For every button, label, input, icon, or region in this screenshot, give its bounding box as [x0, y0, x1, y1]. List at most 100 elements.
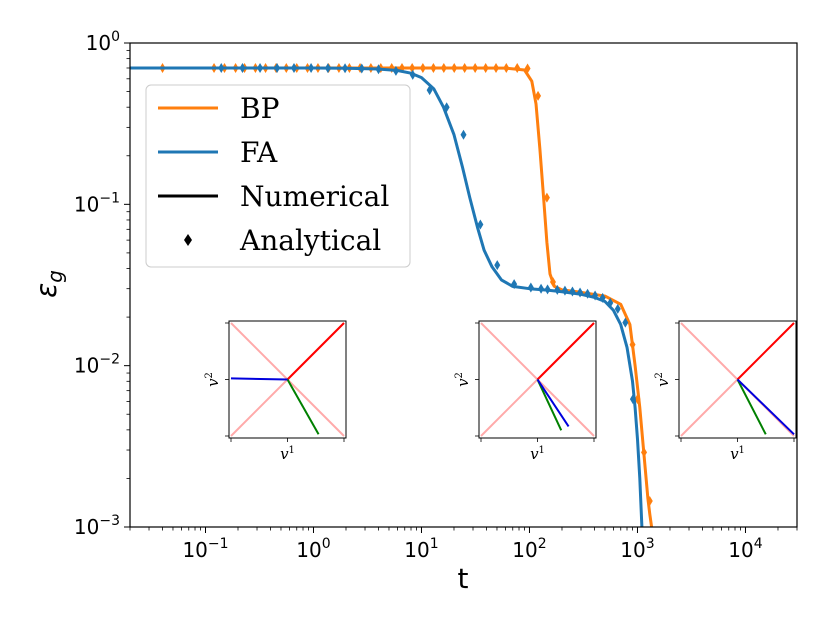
- inset-x-label-sup: 1: [539, 445, 545, 456]
- y-tick-label: 10−1: [74, 190, 120, 216]
- y-tick-base: 10: [74, 354, 99, 378]
- x-tick-base: 10: [728, 538, 753, 562]
- inset-x-label: v1: [280, 445, 295, 463]
- marker-fa: [443, 102, 450, 113]
- x-axis-label: t: [458, 562, 469, 595]
- x-tick-exponent: 4: [754, 536, 763, 552]
- inset-green-vector: [536, 379, 563, 431]
- inset-red-vector: [536, 322, 595, 381]
- marker-fa: [577, 287, 584, 298]
- marker-fa: [554, 284, 561, 295]
- x-tick-exponent: 3: [646, 536, 655, 552]
- marker-bp: [493, 62, 500, 73]
- marker-bp: [409, 62, 416, 73]
- inset-green-vector: [736, 379, 767, 435]
- inset-x-label: v1: [530, 445, 545, 463]
- y-tick-exponent: −3: [99, 513, 120, 529]
- marker-fa: [544, 284, 551, 295]
- inset-x-label: v1: [730, 445, 745, 463]
- marker-bp: [461, 62, 468, 73]
- x-tick-label: 104: [728, 536, 762, 562]
- marker-fa: [569, 286, 576, 297]
- marker-bp: [482, 62, 489, 73]
- marker-fa: [308, 62, 315, 73]
- x-tick-exponent: 0: [322, 536, 331, 552]
- marker-fa: [538, 283, 545, 294]
- marker-fa: [629, 394, 636, 405]
- x-tick-exponent: 1: [430, 536, 439, 552]
- plot-frame: [129, 42, 798, 528]
- x-tick-label: 102: [512, 536, 546, 562]
- marker-bp: [514, 62, 521, 73]
- inset-blue-vector: [536, 378, 570, 427]
- inset-x-label-base: v: [280, 445, 289, 463]
- x-tick-exponent: 2: [538, 536, 547, 552]
- y-tick-exponent: 0: [111, 29, 120, 45]
- marker-fa: [622, 317, 629, 328]
- y-tick-base: 10: [74, 515, 99, 539]
- marker-fa: [290, 62, 297, 73]
- x-tick-base: 10: [182, 538, 207, 562]
- y-tick-label: 10−2: [74, 352, 120, 378]
- marker-fa: [257, 62, 264, 73]
- marker-fa: [561, 285, 568, 296]
- marker-bp: [472, 62, 479, 73]
- y-axis-label: εg: [30, 270, 67, 298]
- marker-bp: [430, 62, 437, 73]
- marker-bp: [549, 277, 556, 288]
- marker-bp: [419, 62, 426, 73]
- y-tick-label: 100: [86, 29, 120, 55]
- inset-x-label-sup: 1: [739, 445, 745, 456]
- marker-bp: [503, 62, 510, 73]
- marker-fa: [511, 279, 518, 290]
- x-tick-base: 10: [404, 538, 429, 562]
- marker-fa: [527, 282, 534, 293]
- marker-fa: [239, 62, 246, 73]
- marker-bp: [451, 62, 458, 73]
- y-tick-exponent: −1: [99, 190, 120, 206]
- marker-bp: [440, 62, 447, 73]
- marker-bp: [535, 90, 542, 101]
- legend-label-fa: FA: [240, 136, 278, 169]
- inset-green-vector: [286, 379, 320, 435]
- marker-bp: [641, 447, 648, 458]
- inset-blue-vector: [736, 378, 795, 436]
- marker-fa: [494, 260, 501, 271]
- marker-fa: [409, 69, 416, 80]
- inset-y-label-base: v: [204, 378, 222, 387]
- inset-y-label: v2: [654, 372, 672, 387]
- y-tick-base: 10: [86, 31, 111, 55]
- y-axis-label-subscript: g: [43, 270, 67, 283]
- x-tick-label: 103: [620, 536, 654, 562]
- inset-blue-vector: [230, 377, 288, 381]
- marker-fa: [607, 297, 614, 308]
- legend-box: [145, 84, 411, 268]
- marker-fa: [358, 63, 365, 74]
- marker-fa: [324, 63, 331, 74]
- inset-y-label-sup: 2: [204, 372, 215, 378]
- marker-fa: [218, 62, 225, 73]
- marker-fa: [599, 292, 606, 303]
- series-layer: [130, 62, 654, 527]
- inset-red-vector: [736, 322, 795, 381]
- marker-fa: [342, 63, 349, 74]
- legend-label-analytical: Analytical: [239, 224, 381, 257]
- y-axis-label-main: ε: [30, 283, 63, 298]
- marker-fa: [460, 129, 467, 140]
- inset-y-label-base: v: [654, 378, 672, 387]
- marker-bp: [524, 63, 531, 74]
- marker-fa: [274, 62, 281, 73]
- legend-label-numerical: Numerical: [240, 180, 389, 213]
- y-tick-exponent: −2: [99, 352, 120, 368]
- legend: BP FA Numerical Analytical: [145, 84, 411, 268]
- x-tick-base: 10: [512, 538, 537, 562]
- inset-red-vector: [286, 322, 345, 381]
- inset-y-label-base: v: [454, 378, 472, 387]
- marker-fa: [614, 303, 621, 314]
- marker-fa: [392, 65, 399, 76]
